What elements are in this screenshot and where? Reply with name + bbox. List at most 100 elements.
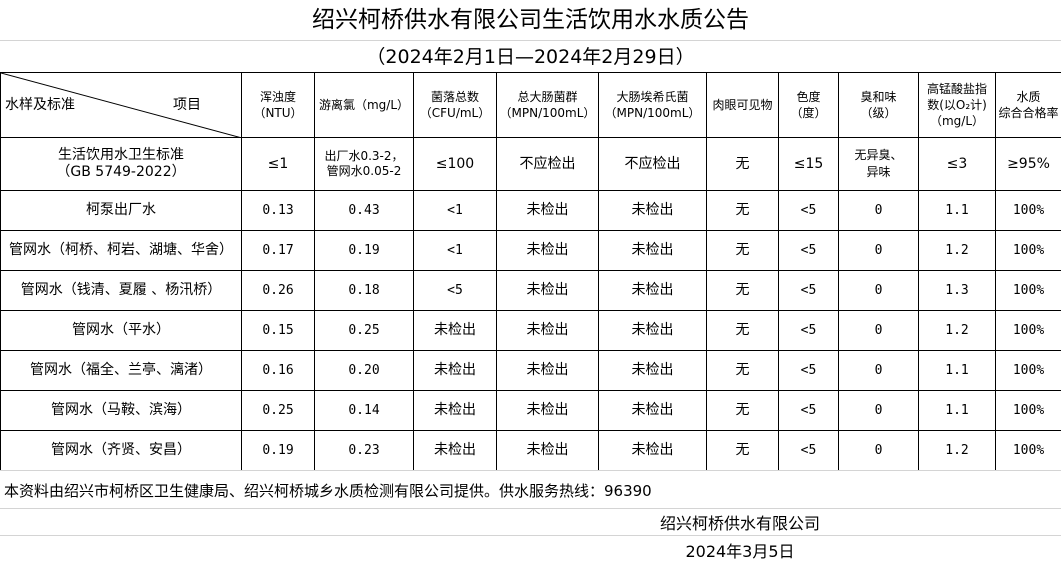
value-cell: <5 (778, 430, 839, 471)
corner-left-label: 水样及标准 (5, 97, 75, 113)
value-cell: <5 (778, 190, 839, 231)
column-header: 游离氯（mg/L） (314, 72, 414, 138)
value-cell: 未检出 (598, 430, 707, 471)
sample-name-cell: 管网水（齐贤、安昌） (0, 430, 242, 471)
value-cell: 无 (706, 390, 779, 431)
table-row: 管网水（柯桥、柯岩、湖塘、华舍） 0.17 0.19 <1 未检出 未检出无 <5 0 1.2 1… (0, 230, 1061, 271)
standard-name-cell: 生活饮用水卫生标准 （GB 5749-2022） (0, 137, 242, 191)
value-cell: 0.13 (241, 190, 315, 231)
value-cell: 未检出 (598, 350, 707, 391)
value-cell: 0.25 (314, 310, 414, 351)
table-row: 管网水（福全、兰亭、漓渚） 0.16 0.20 未检出 未检出 未检出无 <5 0 1.1 100… (0, 350, 1061, 391)
standard-value-cell: 不应检出 (598, 137, 707, 191)
value-cell: 0.14 (314, 390, 414, 431)
sample-name-cell: 管网水（钱清、夏履 、杨汛桥） (0, 270, 242, 311)
column-header: 大肠埃希氏菌 （MPN/100mL） (598, 72, 707, 138)
value-cell: 0 (838, 430, 919, 471)
value-cell: 无 (706, 430, 779, 471)
table-row: 管网水（平水） 0.15 0.25 未检出 未检出 未检出无 <5 0 1.2 100% (0, 310, 1061, 351)
column-header: 肉眼可见物 (706, 72, 779, 138)
value-cell: 100% (995, 430, 1061, 471)
standard-value-cell: 无异臭、 异味 (838, 137, 919, 191)
value-cell: 未检出 (496, 190, 599, 231)
value-cell: 0.17 (241, 230, 315, 271)
value-cell: 100% (995, 310, 1061, 351)
value-cell: 100% (995, 230, 1061, 271)
value-cell: 0 (838, 230, 919, 271)
value-cell: 未检出 (413, 310, 497, 351)
signature-date: 2024年3月5日 (685, 542, 795, 561)
value-cell: 0.15 (241, 310, 315, 351)
diagonal-line (1, 73, 242, 138)
table-row: 管网水（齐贤、安昌） 0.19 0.23 未检出 未检出 未检出无 <5 0 1.2 100% (0, 430, 1061, 471)
standard-value-cell: 不应检出 (496, 137, 599, 191)
value-cell: 未检出 (496, 230, 599, 271)
table-row: 柯泵出厂水 0.13 0.43 <1 未检出 未检出无 <5 0 1.1 100% (0, 190, 1061, 231)
value-cell: 未检出 (413, 390, 497, 431)
value-cell: 未检出 (598, 390, 707, 431)
value-cell: 0 (838, 190, 919, 231)
value-cell: <5 (778, 310, 839, 351)
signature-company: 绍兴柯桥供水有限公司 (659, 514, 820, 533)
value-cell: <5 (413, 270, 497, 311)
value-cell: 0.19 (314, 230, 414, 271)
table-row: 管网水（钱清、夏履 、杨汛桥） 0.26 0.18 <5 未检出 未检出无 <5 0 1.3 10… (0, 270, 1061, 311)
value-cell: 无 (706, 350, 779, 391)
value-cell: 无 (706, 230, 779, 271)
value-cell: 未检出 (496, 350, 599, 391)
corner-right-label: 项目 (173, 97, 201, 113)
standard-value-cell: 无 (706, 137, 779, 191)
value-cell: 无 (706, 190, 779, 231)
value-cell: 未检出 (598, 230, 707, 271)
column-header: 总大肠菌群 （MPN/100mL） (496, 72, 599, 138)
sample-name-cell: 管网水（平水） (0, 310, 242, 351)
value-cell: 未检出 (598, 190, 707, 231)
value-cell: 0 (838, 390, 919, 431)
value-cell: 1.2 (918, 310, 996, 351)
value-cell: 未检出 (598, 270, 707, 311)
value-cell: 无 (706, 310, 779, 351)
value-cell: 0.20 (314, 350, 414, 391)
column-header: 浑浊度 （NTU） (241, 72, 315, 138)
page-title: 绍兴柯桥供水有限公司生活饮用水水质公告 (0, 0, 1061, 41)
standard-value-cell: ≤100 (413, 137, 497, 191)
value-cell: <5 (778, 350, 839, 391)
standard-value-cell: ≤3 (918, 137, 996, 191)
value-cell: 0.18 (314, 270, 414, 311)
value-cell: 0 (838, 310, 919, 351)
value-cell: 1.2 (918, 430, 996, 471)
value-cell: 无 (706, 270, 779, 311)
column-header: 高锰酸盐指 数(以O₂计) （mg/L） (918, 72, 996, 138)
value-cell: 100% (995, 270, 1061, 311)
value-cell: 0 (838, 270, 919, 311)
value-cell: 0.19 (241, 430, 315, 471)
column-header: 臭和味 （级） (838, 72, 919, 138)
standard-value-cell: 出厂水0.3-2， 管网水0.05-2 (314, 137, 414, 191)
value-cell: 0 (838, 350, 919, 391)
date-range-subtitle: （2024年2月1日—2024年2月29日） (366, 46, 695, 68)
value-cell: 未检出 (598, 310, 707, 351)
sample-name-cell: 管网水（福全、兰亭、漓渚） (0, 350, 242, 391)
standard-value-cell: ≤1 (241, 137, 315, 191)
value-cell: 0.23 (314, 430, 414, 471)
value-cell: <1 (413, 190, 497, 231)
value-cell: 1.1 (918, 190, 996, 231)
water-quality-table: 水样及标准 项目 浑浊度 （NTU） 游离氯（mg/L） 菌落总数 （CFU/mL） 总大… (0, 72, 1061, 471)
value-cell: 0.43 (314, 190, 414, 231)
standard-row: 生活饮用水卫生标准 （GB 5749-2022） ≤1 出厂水0.3-2， 管网水0… (0, 137, 1061, 191)
value-cell: 100% (995, 390, 1061, 431)
value-cell: 100% (995, 190, 1061, 231)
value-cell: 未检出 (496, 310, 599, 351)
value-cell: 未检出 (496, 390, 599, 431)
value-cell: <5 (778, 230, 839, 271)
value-cell: 1.3 (918, 270, 996, 311)
value-cell: <1 (413, 230, 497, 271)
value-cell: 100% (995, 350, 1061, 391)
value-cell: 0.25 (241, 390, 315, 431)
value-cell: 0.16 (241, 350, 315, 391)
value-cell: 未检出 (413, 350, 497, 391)
value-cell: 未检出 (496, 430, 599, 471)
column-header: 水质 综合合格率 (995, 72, 1061, 138)
value-cell: 1.1 (918, 350, 996, 391)
header-row: 水样及标准 项目 浑浊度 （NTU） 游离氯（mg/L） 菌落总数 （CFU/mL） 总大… (0, 72, 1061, 138)
